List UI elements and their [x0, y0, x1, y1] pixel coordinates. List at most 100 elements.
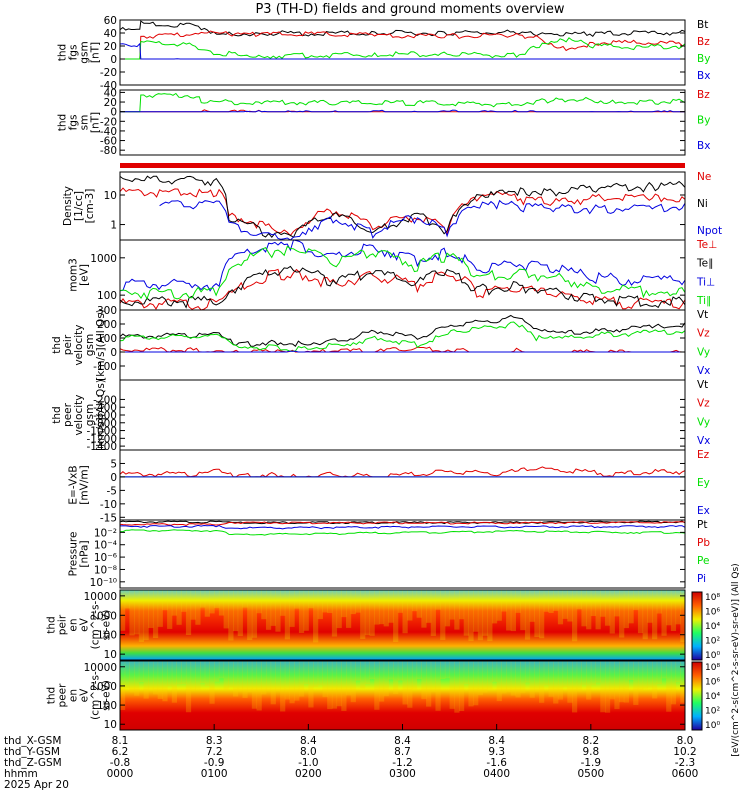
ytick-label: 1: [110, 220, 117, 232]
ytick-label: -10: [100, 499, 117, 511]
heatmap-column: [473, 590, 479, 632]
series-line-By: [120, 92, 686, 113]
heatmap-column: [134, 661, 140, 696]
xtick-label-hhmm: 0000: [107, 768, 134, 780]
ytick-label: -600: [93, 410, 117, 422]
heatmap-column: [223, 661, 229, 690]
heatmap-column: [652, 590, 658, 640]
heatmap-column: [185, 661, 192, 713]
heatmap-column: [496, 661, 502, 702]
ytick-label: 1000: [90, 681, 117, 693]
ylabel: Density: [62, 186, 74, 226]
ytick-label: -1200: [86, 433, 117, 445]
heatmap-column: [303, 590, 309, 631]
heatmap-column: [670, 661, 677, 705]
xtick-label-hhmm: 0400: [483, 768, 510, 780]
heatmap-column: [157, 661, 163, 699]
heatmap-column: [313, 661, 319, 687]
heatmap-column: [143, 661, 149, 699]
panel-frame: [119, 519, 686, 589]
colorbar-tick-label: 10⁰: [705, 651, 720, 661]
legend-label-Vy: Vy: [697, 416, 710, 428]
heatmap-column: [637, 590, 644, 634]
ylabel: (cm^2-s-: [90, 671, 102, 720]
heatmap-column: [534, 661, 540, 692]
series-line-Pi: [119, 524, 686, 530]
heatmap-column: [251, 590, 258, 638]
heatmap-column: [444, 590, 451, 627]
ytick-label: -5: [107, 485, 117, 497]
series-line-Te⊥: [119, 268, 686, 311]
heatmap-column: [407, 661, 413, 708]
heatmap-column: [124, 590, 130, 609]
heatmap-column: [506, 590, 512, 631]
ytick-label: -60: [100, 136, 117, 148]
ytick-label: -200: [93, 394, 117, 406]
heatmap-column: [609, 661, 615, 700]
heatmap-column: [444, 661, 451, 679]
xtick-label-y: 10.2: [673, 746, 696, 758]
ytick-label: -40: [100, 126, 117, 138]
heatmap-column: [209, 590, 215, 614]
panel-frame: [119, 449, 686, 521]
colorbar-tick-label: 10²: [705, 637, 720, 647]
ytick-label: -800: [93, 418, 117, 430]
ytick-label: 100: [97, 630, 117, 642]
heatmap-column: [619, 590, 625, 638]
heatmap-column: [228, 661, 234, 688]
legend-label-Pb: Pb: [697, 537, 710, 549]
heatmap-column: [553, 661, 559, 704]
heatmap-column: [628, 661, 634, 680]
heatmap-column: [562, 661, 568, 688]
heatmap-column: [407, 590, 413, 621]
ytick-label: 1000: [90, 610, 117, 622]
heatmap-column: [539, 661, 545, 703]
heatmap-column: [487, 590, 493, 642]
heatmap-column: [374, 590, 380, 625]
heatmap-column: [595, 661, 601, 683]
heatmap-column: [637, 661, 644, 692]
heatmap-column: [331, 590, 338, 637]
heatmap-column: [440, 661, 446, 680]
heatmap-column: [661, 590, 667, 636]
ylabel: [km/s](All Qs): [95, 309, 107, 381]
colorbar-label: [eV/(cm^2-s(cm^2-s-sr-eV)-sr-eV)] (All Q…: [731, 563, 741, 756]
heatmap-column: [524, 661, 531, 683]
heatmap-column: [557, 661, 564, 700]
heatmap-column: [454, 590, 460, 630]
heatmap-column: [275, 661, 281, 692]
heatmap-column: [331, 661, 338, 709]
legend-label-Ti⊥: Ti⊥: [696, 276, 715, 288]
series-line-Pe: [120, 529, 686, 536]
heatmap-column: [393, 661, 399, 695]
panel-efield: [119, 449, 686, 521]
ytick-label: 100: [97, 700, 117, 712]
heatmap-column: [567, 661, 573, 703]
series-line-Te∥: [119, 265, 686, 309]
legend-label-Vz: Vz: [697, 328, 710, 340]
ytick-label: 10: [104, 649, 117, 661]
panel-pressure: [119, 519, 686, 589]
legend-label-Bx: Bx: [697, 70, 710, 82]
xtick-label-x: 8.4: [394, 735, 411, 747]
heatmap-column: [581, 661, 587, 685]
heatmap-column: [661, 661, 667, 679]
heatmap-column: [294, 661, 300, 701]
legend-label-Ni: Ni: [697, 198, 708, 210]
heatmap-column: [190, 590, 196, 620]
heatmap-column: [402, 661, 408, 705]
ylabel: peir: [57, 614, 69, 635]
series-line-Npot: [159, 199, 686, 241]
ylabel: velocity: [73, 394, 85, 435]
heatmap-column: [204, 661, 210, 686]
heatmap-column: [557, 590, 564, 625]
heatmap-column: [261, 661, 267, 695]
heatmap-column: [572, 590, 578, 642]
ylabel: thd: [51, 336, 63, 353]
heatmap-column: [350, 590, 356, 615]
heatmap-column: [218, 661, 225, 679]
ylabel: [cm-3]: [84, 189, 96, 224]
heatmap-column: [529, 590, 535, 622]
heatmap-column: [614, 661, 620, 710]
panel-peer_velocity: [119, 379, 686, 451]
